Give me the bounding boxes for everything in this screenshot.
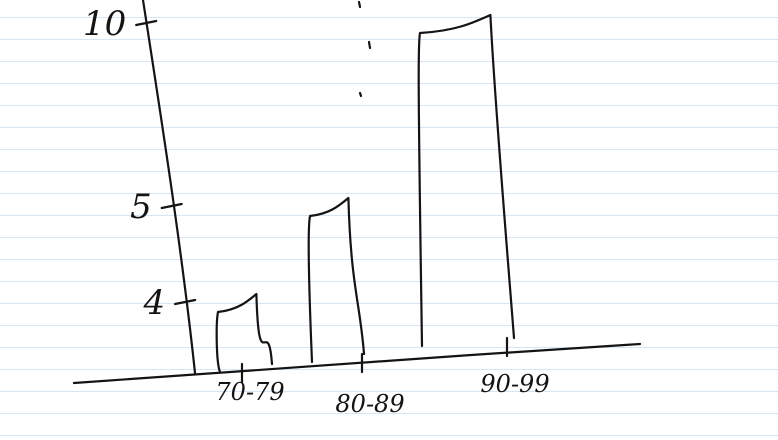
bar [417,13,516,348]
x-tick-label: 80-89 [335,390,404,418]
x-tick-labels: 70-79 80-89 90-99 [215,336,550,418]
y-tick-label: 10 [83,4,126,44]
bars [215,13,516,374]
x-axis [72,342,642,385]
y-axis [141,0,197,375]
y-tick [160,202,183,210]
y-tick [174,298,197,306]
y-tick-label: 5 [130,187,152,227]
y-ticks: 4 5 10 [83,4,197,323]
x-tick-label: 90-99 [480,370,549,398]
stray-pen-marks [357,0,372,98]
stray-mark [358,91,363,98]
bar [307,196,366,364]
y-tick [135,19,158,27]
y-tick-label: 4 [142,283,165,323]
stray-mark [357,0,362,9]
bar [215,292,274,374]
stray-mark [367,40,372,50]
x-tick-label: 70-79 [215,378,284,406]
